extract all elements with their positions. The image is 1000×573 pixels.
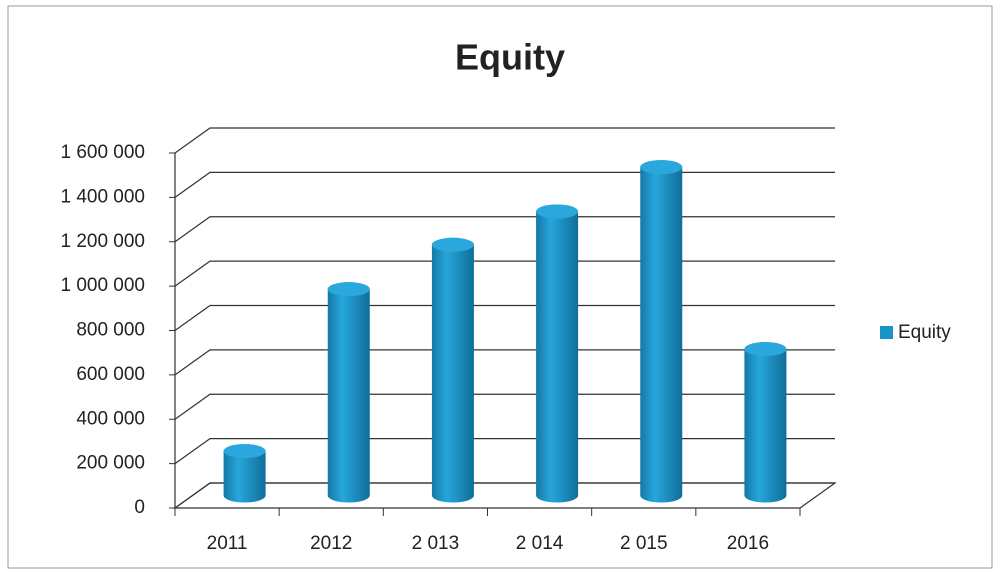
- x-tick-label: 2 014: [516, 533, 564, 554]
- bar: [327, 282, 370, 503]
- grid-line: [174, 216, 835, 243]
- x-tick-label: 2 015: [620, 533, 668, 554]
- grid-line: [174, 438, 835, 465]
- y-tick-label: 1 600 000: [60, 142, 145, 163]
- grid-line: [174, 127, 835, 154]
- y-tick-label: 1 200 000: [60, 231, 145, 252]
- y-tick-label: 0: [134, 497, 145, 518]
- bar-top: [536, 204, 579, 219]
- grid-line: [174, 304, 835, 331]
- bar-top: [327, 282, 370, 297]
- grid-line: [174, 171, 835, 198]
- bar: [640, 160, 683, 503]
- bar: [223, 444, 266, 503]
- x-tick-label: 2011: [207, 533, 248, 554]
- x-tick-label: 2 013: [412, 533, 460, 554]
- grid-line: [174, 393, 835, 420]
- chart-border: [7, 5, 993, 569]
- y-tick-label: 800 000: [76, 320, 145, 341]
- bar-top: [223, 444, 266, 459]
- y-tick-label: 200 000: [76, 453, 145, 474]
- legend-label: Equity: [898, 322, 951, 343]
- grid-line: [174, 482, 835, 509]
- y-tick-label: 400 000: [76, 408, 145, 429]
- y-tick-label: 1 400 000: [60, 186, 145, 207]
- grid-line: [174, 260, 835, 287]
- chart-title: Equity: [455, 37, 565, 78]
- grid-line: [174, 349, 835, 376]
- bar: [431, 237, 474, 503]
- legend-swatch: [880, 326, 893, 339]
- bar: [744, 342, 787, 503]
- y-tick-label: 600 000: [76, 364, 145, 385]
- x-tick-label: 2012: [310, 533, 352, 554]
- bar-top: [431, 237, 474, 252]
- bar: [536, 204, 579, 503]
- x-tick-label: 2016: [727, 533, 769, 554]
- bar-top: [640, 160, 683, 175]
- bar-top: [744, 342, 787, 357]
- y-tick-label: 1 000 000: [60, 275, 145, 296]
